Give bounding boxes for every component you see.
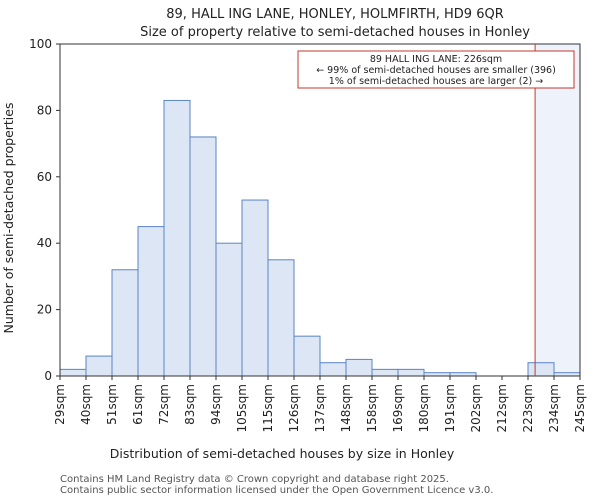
y-axis: 0 20 40 60 80 100	[29, 37, 60, 383]
x-tick-label: 40sqm	[79, 384, 93, 425]
bar-105sqm	[241, 199, 269, 377]
bar-72sqm	[163, 99, 191, 377]
x-tick-label: 191sqm	[443, 384, 457, 432]
annotation-line2: ← 99% of semi-detached houses are smalle…	[316, 65, 556, 76]
bars-group	[59, 99, 581, 377]
x-tick-label: 158sqm	[365, 384, 379, 432]
annotation-line3: 1% of semi-detached houses are larger (2…	[329, 76, 543, 87]
bar-51sqm	[111, 269, 139, 377]
chart-subtitle: Size of property relative to semi-detach…	[140, 25, 530, 40]
y-tick-label: 100	[29, 37, 52, 51]
y-tick-label: 0	[44, 369, 52, 383]
x-tick-label: 126sqm	[287, 384, 301, 432]
bar-169sqm	[397, 368, 425, 377]
bar-223sqm	[527, 362, 555, 377]
y-axis-label: Number of semi-detached properties	[1, 103, 16, 334]
x-tick-label: 29sqm	[53, 384, 67, 425]
footer-line1: Contains HM Land Registry data © Crown c…	[60, 474, 449, 485]
y-tick-label: 60	[37, 170, 52, 184]
bar-158sqm	[371, 368, 399, 377]
x-tick-label: 234sqm	[547, 384, 561, 432]
x-axis-label: Distribution of semi-detached houses by …	[110, 446, 455, 461]
bar-40sqm	[85, 355, 113, 377]
x-tick-label: 245sqm	[573, 384, 587, 432]
x-tick-label: 180sqm	[417, 384, 431, 432]
bar-115sqm	[267, 259, 295, 377]
highlight-region	[535, 44, 580, 376]
bar-83sqm	[189, 136, 217, 377]
y-tick-label: 20	[37, 303, 52, 317]
footer-line2: Contains public sector information licen…	[60, 485, 494, 496]
bar-29sqm	[59, 368, 87, 377]
x-tick-label: 212sqm	[495, 384, 509, 432]
x-tick-label: 148sqm	[339, 384, 353, 432]
bar-126sqm	[293, 335, 321, 377]
x-tick-label: 61sqm	[131, 384, 145, 425]
bar-148sqm	[345, 358, 373, 377]
x-tick-label: 83sqm	[183, 384, 197, 425]
x-tick-label: 202sqm	[469, 384, 483, 432]
x-tick-label: 169sqm	[391, 384, 405, 432]
x-tick-label: 137sqm	[313, 384, 327, 432]
x-axis: 29sqm 40sqm 51sqm 61sqm 72sqm 83sqm 94sqm 105sq…	[53, 376, 587, 432]
bar-137sqm	[319, 362, 347, 377]
bar-61sqm	[137, 226, 165, 377]
chart-title: 89, HALL ING LANE, HONLEY, HOLMFIRTH, HD…	[166, 7, 503, 22]
x-tick-label: 51sqm	[105, 384, 119, 425]
y-tick-label: 80	[37, 103, 52, 117]
annotation-line1: 89 HALL ING LANE: 226sqm	[370, 54, 502, 65]
x-tick-label: 223sqm	[521, 384, 535, 432]
y-tick-label: 40	[37, 236, 52, 250]
bar-94sqm	[215, 242, 243, 377]
x-tick-label: 105sqm	[235, 384, 249, 432]
x-tick-label: 94sqm	[209, 384, 223, 425]
x-tick-label: 115sqm	[261, 384, 275, 432]
x-tick-label: 72sqm	[157, 384, 171, 425]
plot-frame	[59, 43, 581, 377]
annotation-box	[297, 50, 575, 89]
